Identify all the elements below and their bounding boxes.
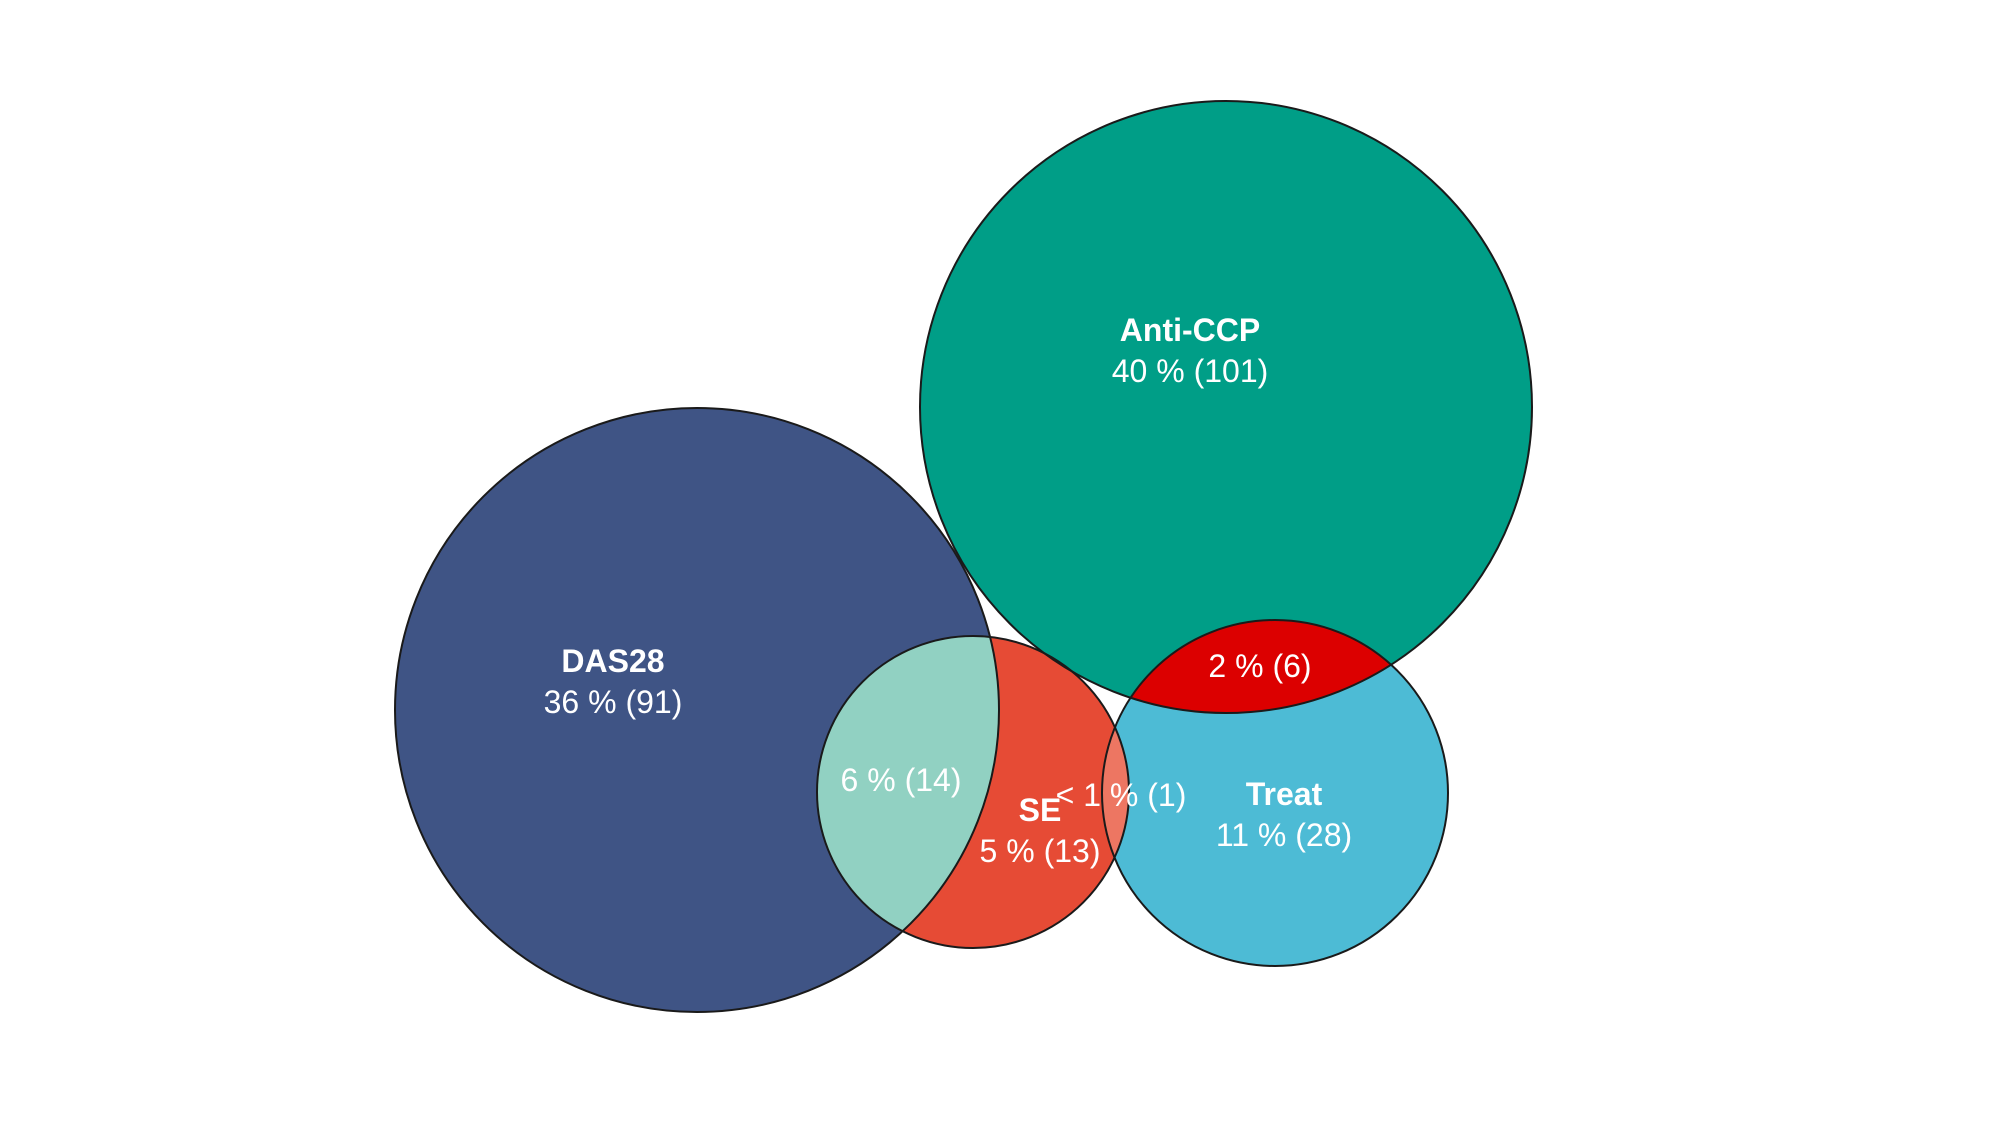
treat-name: Treat bbox=[1246, 776, 1323, 812]
das28-value: 36 % (91) bbox=[544, 684, 683, 720]
das28-name: DAS28 bbox=[561, 643, 664, 679]
anti-ccp-circle bbox=[920, 101, 1532, 713]
treat-value: 11 % (28) bbox=[1216, 817, 1352, 853]
se-value: 5 % (13) bbox=[980, 833, 1101, 869]
das28-se-overlap bbox=[817, 636, 999, 948]
se-treat-value: < 1 % (1) bbox=[1056, 777, 1187, 813]
das28-se-value: 6 % (14) bbox=[841, 762, 962, 798]
circle-outlines bbox=[394, 100, 1533, 1013]
anti-ccp-value: 40 % (101) bbox=[1112, 353, 1269, 389]
se-name: SE bbox=[1019, 792, 1062, 828]
anti-ccp-name: Anti-CCP bbox=[1120, 312, 1260, 348]
anti-ccp-treat-value: 2 % (6) bbox=[1208, 648, 1311, 684]
